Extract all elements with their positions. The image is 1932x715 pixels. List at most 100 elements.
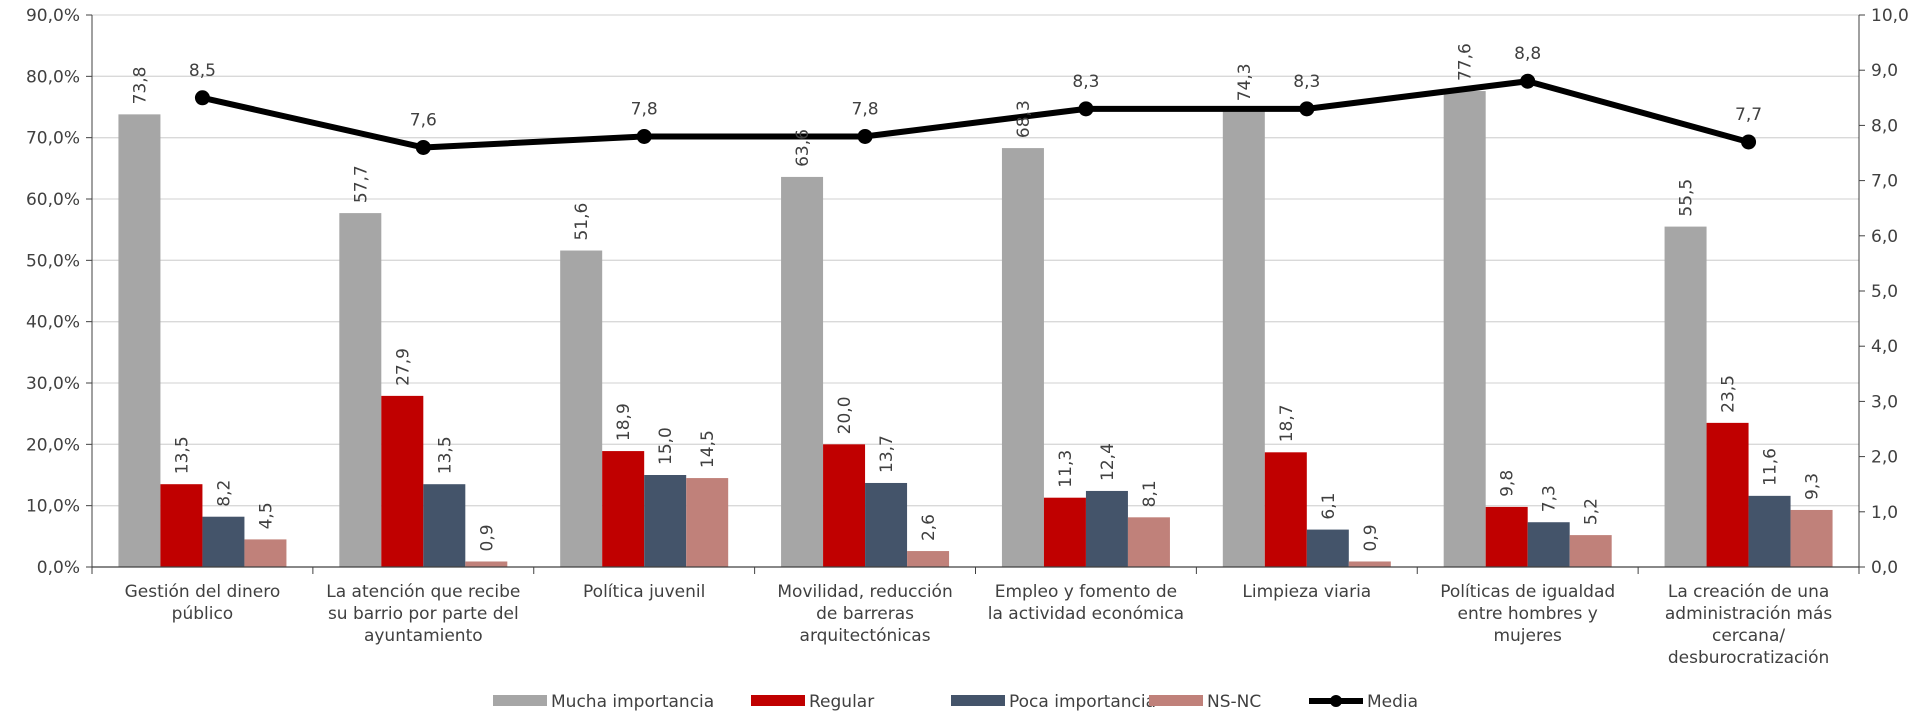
category-label: Limpieza viaria (1242, 582, 1371, 602)
bar-label: 6,1 (1319, 493, 1339, 520)
media-label: 7,6 (410, 110, 437, 130)
bar (907, 551, 950, 567)
bar (202, 516, 245, 567)
bar (1127, 517, 1170, 567)
legend-swatch (951, 695, 1005, 706)
bar-label: 15,0 (656, 427, 676, 465)
bar-label: 51,6 (572, 203, 592, 241)
category-label-line: ayuntamiento (364, 626, 483, 646)
right-tick-label: 9,0 (1871, 61, 1898, 81)
right-tick-label: 7,0 (1871, 172, 1898, 192)
category-label-line: administración más (1665, 604, 1833, 624)
bar (1748, 495, 1791, 567)
bar-label: 77,6 (1456, 43, 1476, 81)
category-label: La creación de una administración más cerc… (1665, 582, 1833, 668)
media-label: 7,8 (631, 99, 658, 119)
bar-label: 12,4 (1098, 443, 1118, 481)
category-label: La atención que recibe su barrio por part… (326, 582, 520, 646)
category-label-line: Política juvenil (583, 582, 705, 602)
bar (1043, 497, 1086, 567)
left-tick-label: 70,0% (26, 129, 80, 149)
legend-swatch (493, 695, 547, 706)
bar (1001, 148, 1044, 568)
media-point (1741, 134, 1757, 150)
media-line (194, 73, 1757, 155)
left-tick-label: 90,0% (26, 6, 80, 26)
category-label: Política juvenil (583, 582, 705, 602)
bar-label: 13,7 (877, 435, 897, 473)
left-tick-label: 50,0% (26, 251, 80, 271)
bar-label: 27,9 (393, 348, 413, 386)
category-label-line: la actividad económica (988, 604, 1184, 624)
bar (560, 250, 603, 567)
category-label-line: arquitectónicas (800, 626, 931, 646)
media-point (194, 90, 210, 106)
right-tick-label: 5,0 (1871, 282, 1898, 302)
category-label-line: cercana/ (1712, 626, 1785, 646)
bar (865, 482, 908, 567)
media-point (636, 128, 652, 144)
bar-label: 68,3 (1014, 100, 1034, 138)
media-point (1299, 101, 1315, 117)
bar (465, 561, 508, 567)
bar (686, 478, 729, 567)
category-label: Movilidad, reducción de barreras arquitect… (777, 582, 952, 646)
media-point (1520, 73, 1536, 89)
bar (644, 475, 687, 567)
bar-label: 55,5 (1677, 179, 1697, 217)
legend-label: Mucha importancia (551, 692, 714, 712)
bar (381, 395, 424, 567)
media-label: 8,8 (1514, 44, 1541, 64)
right-tick-label: 1,0 (1871, 503, 1898, 523)
bar-label: 4,5 (256, 502, 276, 529)
right-tick-label: 4,0 (1871, 337, 1898, 357)
legend-label: Poca importancia (1009, 692, 1156, 712)
bar-label: 20,0 (835, 396, 855, 434)
right-tick-label: 0,0 (1871, 558, 1898, 578)
legend: Mucha importancia Regular Poca importancia… (493, 692, 1418, 712)
bar-label: 9,8 (1498, 470, 1518, 497)
bar (118, 114, 161, 568)
category-label-line: desburocratización (1668, 648, 1829, 668)
category-label-line: La atención que recibe (326, 582, 520, 602)
bar-label: 63,6 (793, 129, 813, 167)
bar (339, 213, 382, 567)
left-tick-label: 60,0% (26, 190, 80, 210)
media-label: 7,7 (1735, 105, 1762, 125)
bar (1527, 522, 1570, 567)
bar (160, 484, 203, 567)
legend-label: NS-NC (1207, 692, 1261, 712)
axes: 0,0% 10,0% 20,0% 30,0% 40,0% 50,0% 60,0% 70,0% 8… (26, 6, 1909, 668)
media-point (415, 139, 431, 155)
media-polyline (201, 78, 1750, 151)
bar-label: 0,9 (477, 524, 497, 551)
bar-label: 13,5 (172, 436, 192, 474)
bar (1264, 452, 1307, 567)
bar (1443, 91, 1486, 567)
category-label: Gestión del dinero público (125, 582, 281, 624)
bar (1790, 509, 1833, 567)
legend-label: Media (1367, 692, 1418, 712)
category-label-line: Movilidad, reducción (777, 582, 952, 602)
bar-label: 13,5 (435, 436, 455, 474)
bar-label: 11,6 (1761, 448, 1781, 486)
media-label: 8,3 (1293, 72, 1320, 92)
legend-marker (1330, 695, 1342, 707)
bar-label: 74,3 (1235, 63, 1255, 101)
category-label-line: Políticas de igualdad (1440, 582, 1615, 602)
legend-swatch (1149, 695, 1203, 706)
media-point (857, 128, 873, 144)
category-label-line: La creación de una (1668, 582, 1829, 602)
bar-label: 9,3 (1803, 473, 1823, 500)
bar-label: 73,8 (130, 67, 150, 105)
bar-label: 2,6 (919, 514, 939, 541)
data-labels: 73,8 13,5 8,2 4,5 57,7 27,9 13,5 0,9 51,6 18,9 15,… (130, 43, 1822, 551)
right-tick-label: 2,0 (1871, 448, 1898, 468)
bar (1085, 490, 1128, 567)
media-label: 7,8 (852, 99, 879, 119)
category-label-line: su barrio por parte del (328, 604, 519, 624)
bar (1485, 506, 1528, 567)
bar-label: 0,9 (1361, 524, 1381, 551)
bar (781, 176, 824, 568)
